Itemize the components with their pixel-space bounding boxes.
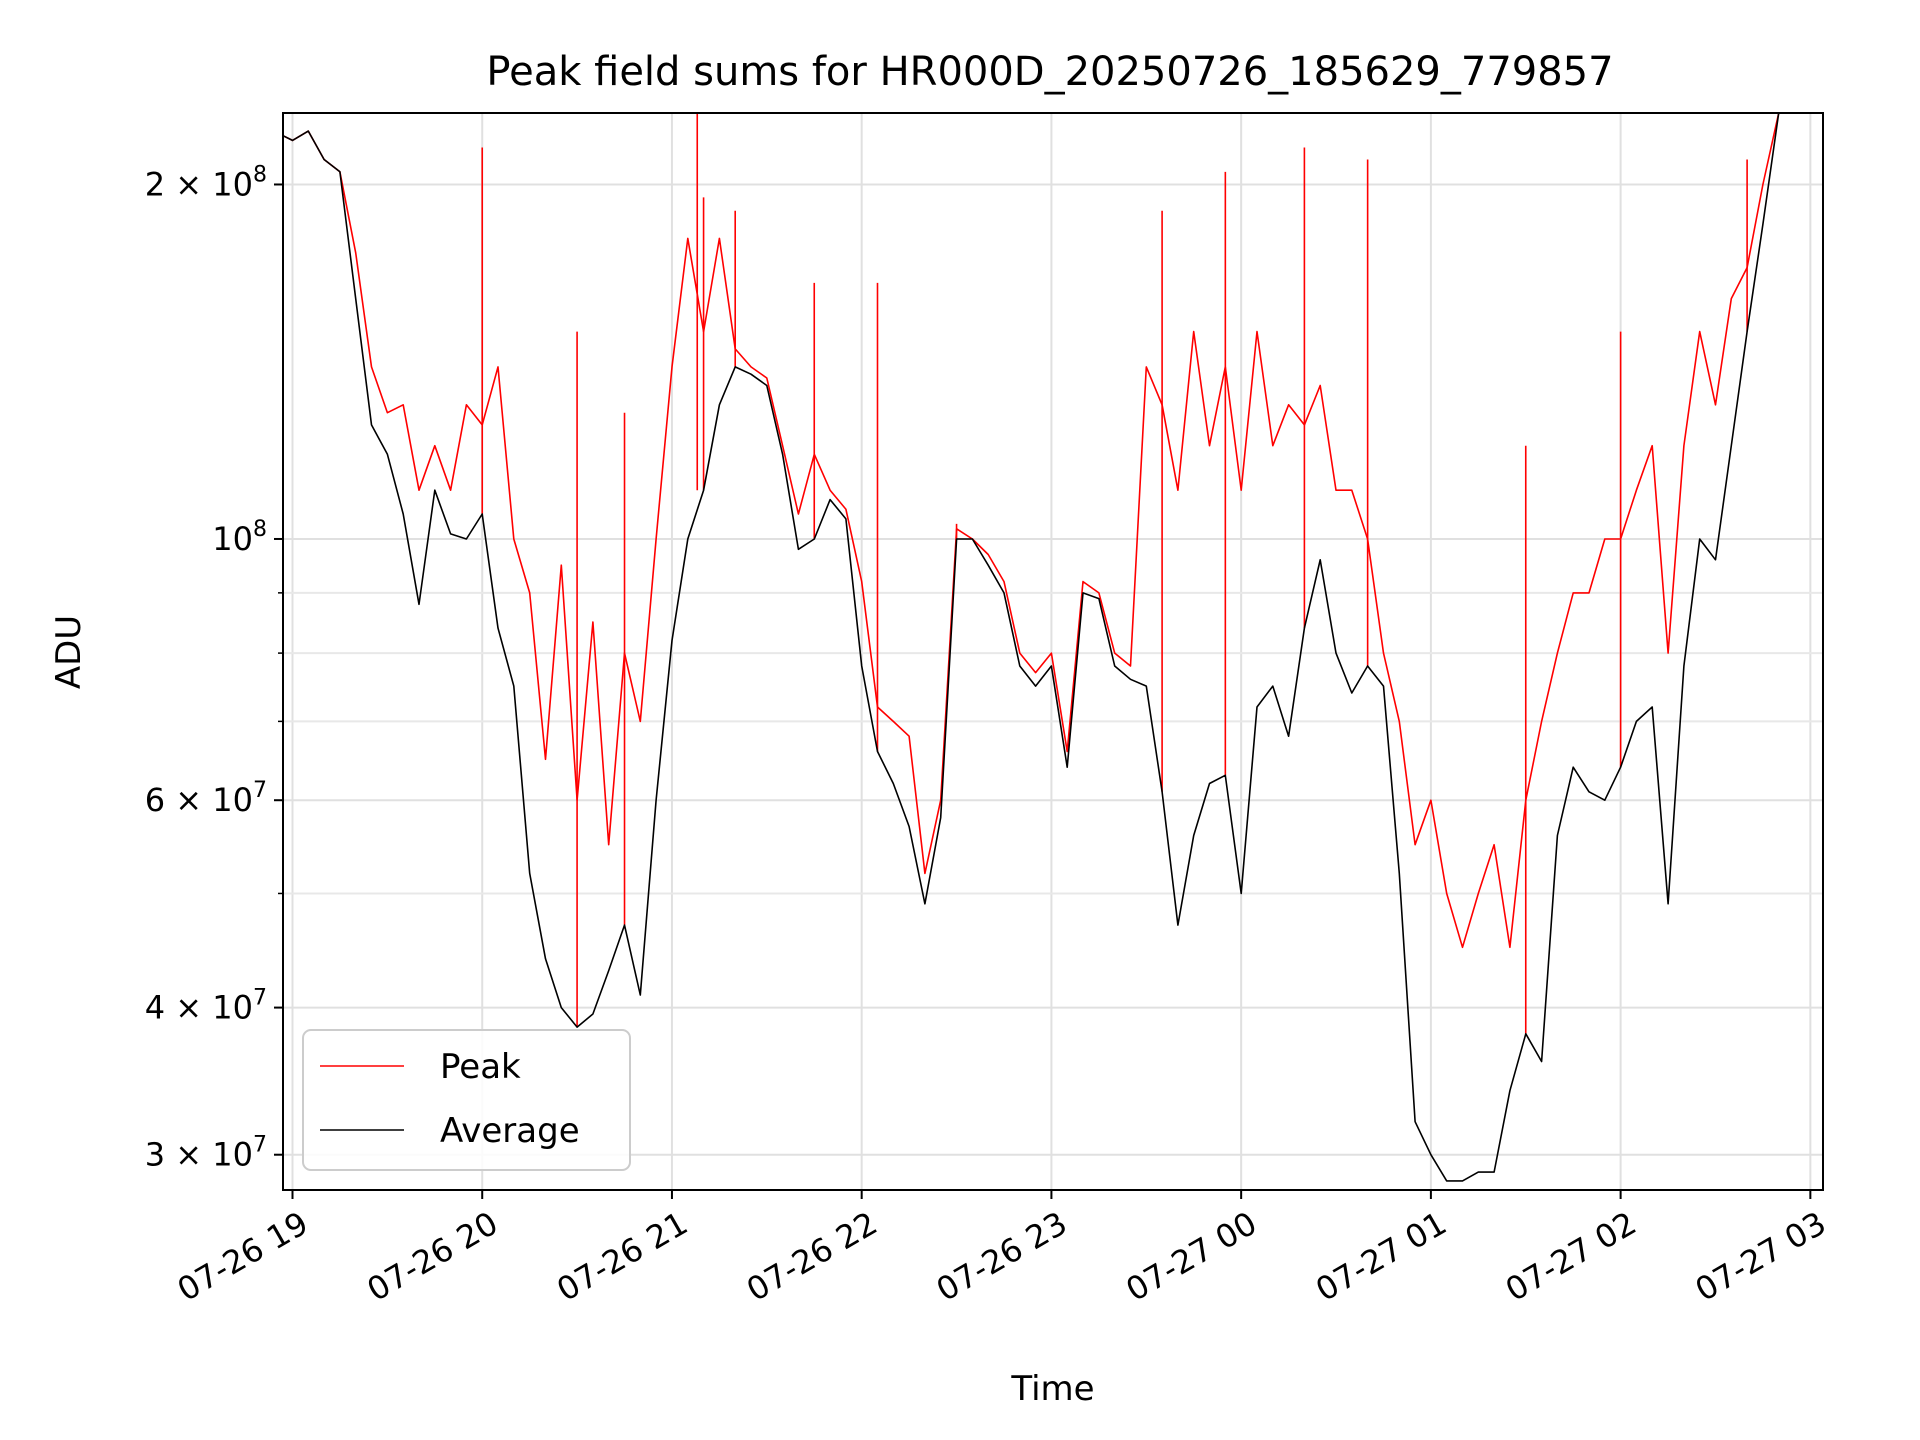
y-axis-label: ADU xyxy=(49,615,89,689)
y-tick-label: 3 × 107 xyxy=(145,1133,267,1174)
chart-title: Peak field sums for HR000D_20250726_1856… xyxy=(486,49,1613,95)
legend: Peak Average xyxy=(302,1029,631,1171)
legend-box xyxy=(302,1029,631,1171)
y-tick-label: 108 xyxy=(212,517,267,558)
y-tick-label: 4 × 107 xyxy=(145,986,267,1027)
legend-label-average: Average xyxy=(440,1111,580,1151)
legend-label-peak: Peak xyxy=(440,1047,521,1087)
y-tick-label: 2 × 108 xyxy=(145,162,267,203)
x-axis-label: Time xyxy=(1010,1369,1094,1409)
series-line-average xyxy=(282,112,1811,1182)
grid xyxy=(283,113,1823,1190)
series-line-peak xyxy=(282,112,1811,949)
plot-frame xyxy=(282,112,1824,1191)
y-axis: 3 × 107 4 × 107 6 × 107 108 2 × 108 xyxy=(145,162,283,1174)
y-tick-label: 6 × 107 xyxy=(145,778,267,819)
series-layer xyxy=(282,112,1811,1182)
